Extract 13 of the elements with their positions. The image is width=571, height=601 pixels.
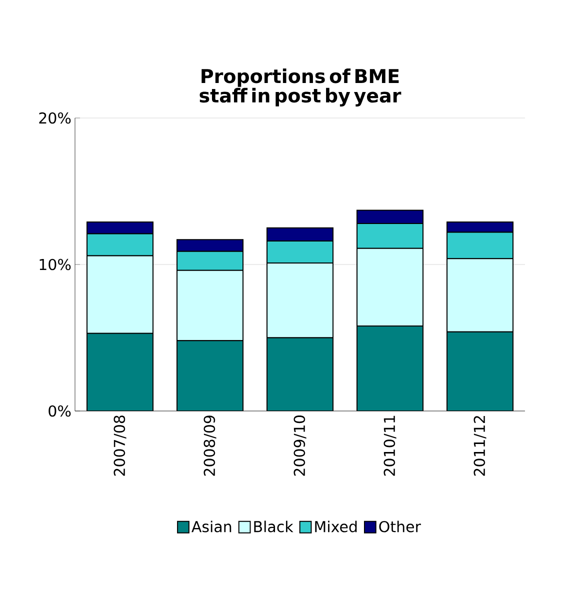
x-tick-label: 2011/12 xyxy=(474,416,486,476)
legend-label: Black xyxy=(254,520,294,532)
chart-title: Proportions of BME staff in post by year xyxy=(200,68,402,106)
x-tick-label: 2010/11 xyxy=(384,416,396,476)
y-tick-label: 10% xyxy=(40,258,71,270)
y-tick-label: 20% xyxy=(39,112,71,124)
legend-label: Mixed xyxy=(315,520,357,532)
y-tick-label: 0% xyxy=(48,405,71,417)
x-tick-label: 2009/10 xyxy=(294,416,306,476)
x-tick-label: 2008/09 xyxy=(204,416,216,476)
legend-label: Other xyxy=(379,520,421,532)
legend-label: Asian xyxy=(192,520,232,532)
x-tick-label: 2007/08 xyxy=(114,416,126,476)
